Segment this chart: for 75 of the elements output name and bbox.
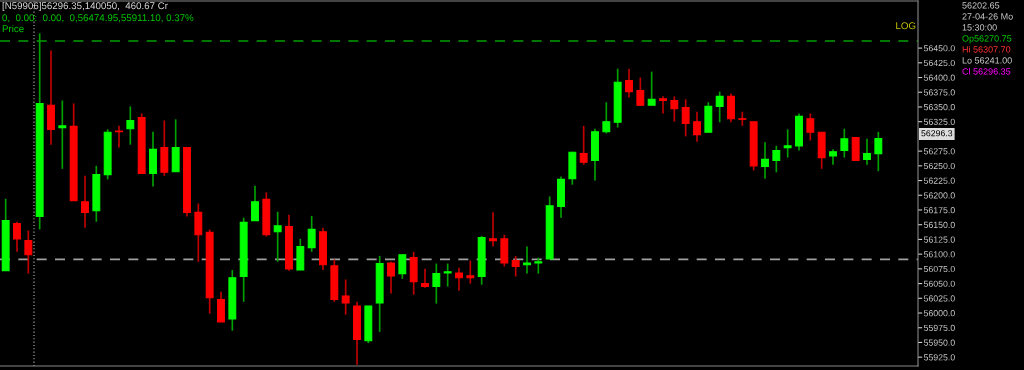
y-tick-label: 56425.0 (923, 59, 955, 67)
candlestick (523, 245, 531, 275)
candlestick (670, 95, 679, 123)
y-tick-label: 56400.0 (923, 74, 955, 81)
candlestick (693, 110, 701, 143)
annotation: 0, 0.00: 0.00, 0,56474.95,55911.10, 0.37% (2, 14, 194, 23)
candlestick (455, 266, 463, 292)
candlestick (421, 268, 429, 289)
candlestick (659, 95, 667, 115)
candlestick (783, 128, 792, 159)
text: LOG (896, 22, 916, 30)
y-tick-label: 56350.0 (923, 104, 955, 111)
text: 27-04-26 Mo (962, 13, 1013, 20)
text: Lo 56241.00 (962, 57, 1012, 64)
y-tick-label: 56025.0 (923, 295, 955, 302)
y-tick-label: 56100.0 (923, 251, 955, 258)
candlestick (647, 70, 656, 107)
y-tick-label: 56325.0 (923, 118, 955, 125)
candlestick (681, 98, 690, 138)
candlestick (341, 278, 350, 316)
candlestick (489, 211, 497, 248)
candlestick (273, 210, 282, 263)
candlestick (625, 67, 633, 99)
y-tick-label: 55975.0 (923, 324, 955, 331)
y-tick-label: 56000.0 (923, 310, 955, 317)
candlestick (602, 101, 611, 135)
candlestick (217, 290, 225, 323)
candlestick (863, 137, 871, 166)
y-tick-label: 56225.0 (923, 177, 955, 184)
y-tick-label: 56050.0 (923, 280, 955, 287)
text: Cl 56296.35 (962, 68, 1011, 75)
candlestick (443, 262, 452, 288)
y-tick-label: 56150.0 (923, 221, 955, 228)
text: 56202.65 (962, 2, 1000, 9)
candlestick (466, 259, 475, 285)
candlestick (115, 124, 123, 149)
y-tick-label: 56200.0 (923, 192, 955, 199)
candlestick (511, 255, 520, 278)
text: Hi 56307.70 (962, 46, 1011, 53)
candlestick (81, 175, 89, 229)
candlestick (398, 253, 407, 280)
y-tick-label: 56450.0 (923, 45, 955, 52)
candlestick (874, 131, 883, 172)
candlestick (13, 220, 21, 253)
text: 56296.3 (921, 130, 953, 137)
candlestick (851, 137, 860, 162)
candlestick (715, 90, 724, 124)
text: 15:30:00 (962, 24, 997, 31)
candlestick (636, 76, 645, 107)
chart-title: [N59906]56296.35,140050, 460.67 Cr (2, 2, 168, 12)
annotation: Price (2, 25, 24, 33)
candlestick (387, 260, 395, 295)
candlestick (772, 144, 781, 174)
candlestick (194, 202, 203, 263)
candlestick (296, 238, 305, 271)
y-tick-label: 56175.0 (923, 207, 955, 214)
candlestick (727, 92, 735, 124)
y-tick-label: 56125.0 (923, 236, 955, 243)
candlestick (24, 229, 33, 275)
candlestick (761, 141, 769, 180)
y-tick-label: 55925.0 (923, 354, 955, 361)
candlestick (126, 105, 135, 146)
y-tick-label: 55950.0 (923, 339, 955, 346)
candlestick (432, 262, 441, 305)
candlestick (806, 112, 815, 142)
candlestick (58, 99, 67, 170)
candlestick (840, 127, 849, 159)
text: Op56270.75 (962, 35, 1012, 44)
candlestick (579, 124, 588, 166)
y-tick-label: 56075.0 (923, 265, 955, 273)
candlestick (251, 185, 259, 222)
y-tick-label: 56250.0 (923, 162, 955, 170)
y-tick-label: 56375.0 (923, 89, 955, 96)
candlestick (307, 215, 316, 253)
y-tick-label: 56275.0 (923, 148, 955, 155)
